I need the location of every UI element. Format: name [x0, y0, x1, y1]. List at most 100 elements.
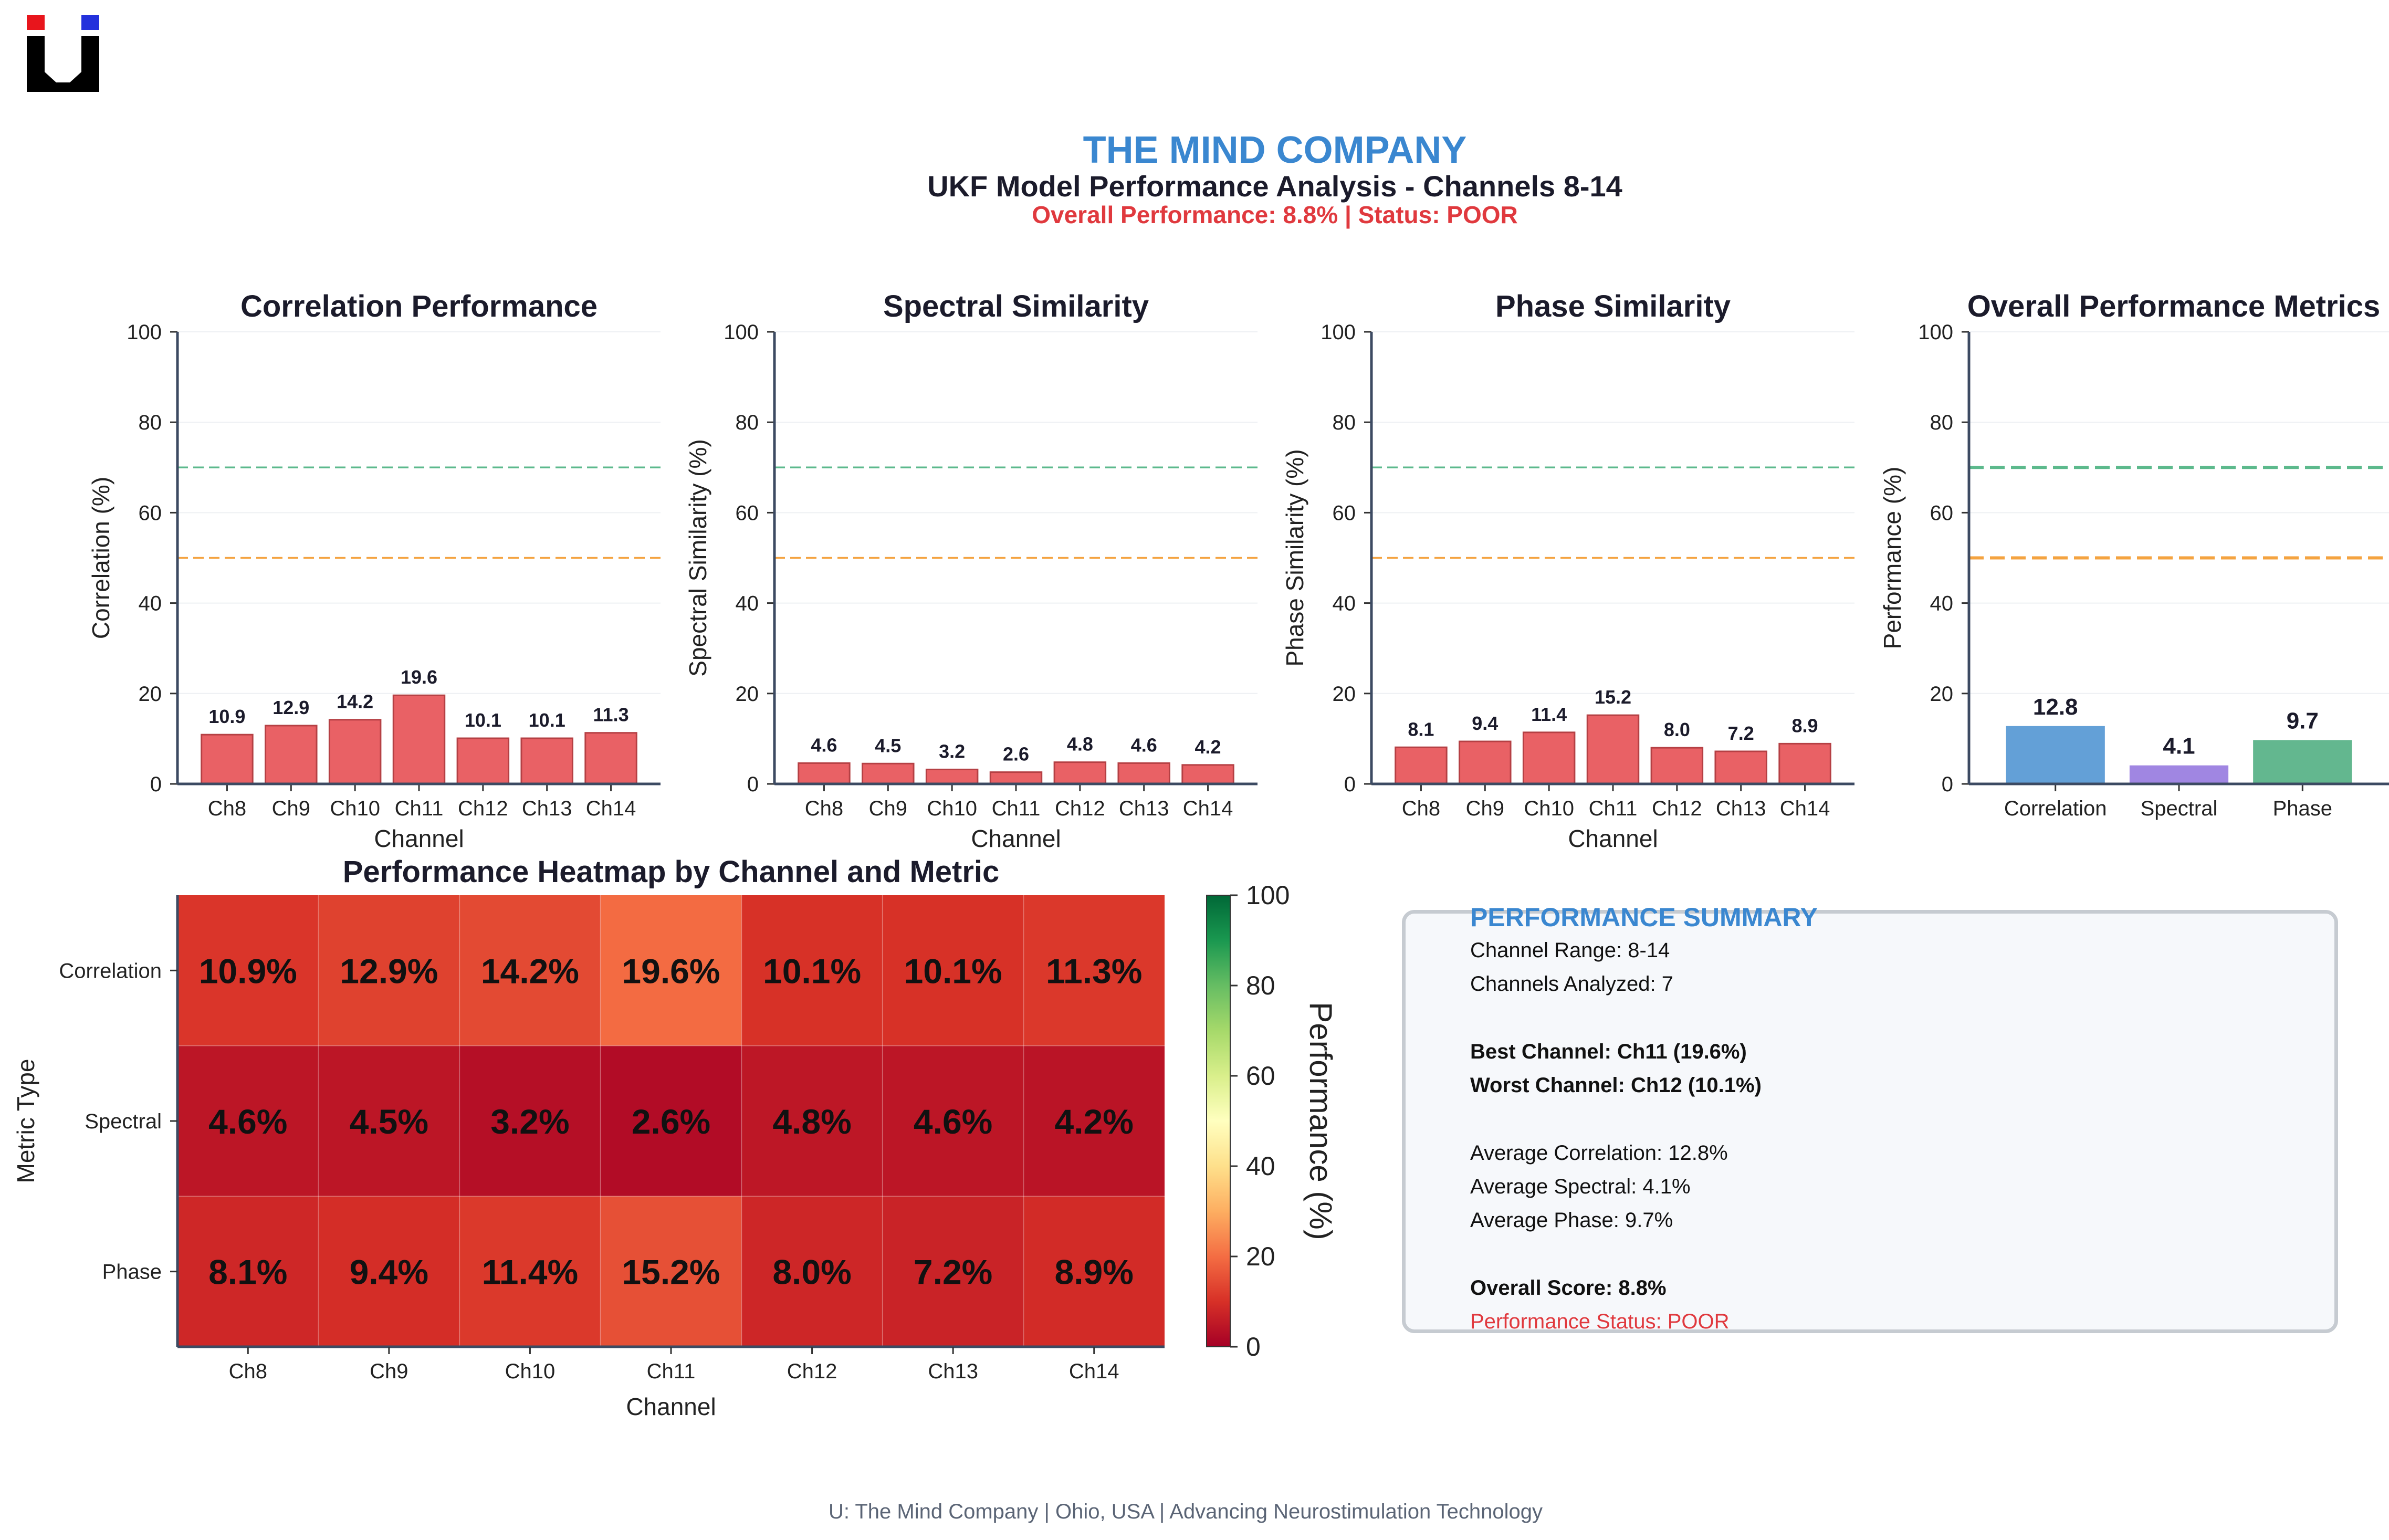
phase-x-axis-label: Channel — [1568, 825, 1658, 852]
overall-xtick-label: Phase — [2273, 797, 2332, 820]
spectral-bar-ch8 — [798, 762, 851, 785]
heatmap-cell — [1023, 1045, 1165, 1197]
overall-ytick-label: 80 — [1930, 411, 1954, 434]
heatmap-title: Performance Heatmap by Channel and Metri… — [343, 855, 1000, 889]
correlation-y-axis-label: Correlation (%) — [87, 477, 114, 639]
heatmap-cell-label: 4.5% — [350, 1102, 428, 1141]
heatmap-cell — [177, 895, 319, 1046]
heatmap-cell — [459, 1196, 601, 1347]
correlation-chart-group: 0 20 40 60 80 100 10.9 Ch8 12.9 Ch9 14.2 Ch10 19.6 Ch… — [87, 289, 661, 852]
phase-xtick-label: Ch9 — [1466, 797, 1504, 820]
spectral-y-axis-label: Spectral Similarity (%) — [684, 439, 711, 676]
spectral-bar-ch9 — [862, 762, 915, 785]
correlation-xtick-label: Ch11 — [395, 797, 444, 820]
colorbar-tick-label: 0 — [1246, 1332, 1261, 1361]
phase-value-label: 9.4 — [1472, 713, 1498, 734]
overall-ytick-label: 20 — [1930, 683, 1954, 706]
correlation-bar-ch12 — [456, 737, 510, 785]
overall-value-label: 9.7 — [2287, 708, 2319, 734]
phase-y-axis-label: Phase Similarity (%) — [1281, 449, 1308, 666]
overall-chart-group: 0 20 40 60 80 100 12.8 Correlation 4.1 Spectral 9.… — [1879, 289, 2389, 820]
spectral-ytick-label: 80 — [736, 411, 759, 434]
colorbar-tick-label: 100 — [1246, 881, 1290, 910]
overall-bar-spectral — [2129, 765, 2229, 784]
heatmap-xtick-label: Ch14 — [1069, 1360, 1119, 1383]
spectral-xtick-label: Ch10 — [927, 797, 977, 820]
heatmap-cell — [177, 1196, 319, 1347]
heatmap-cell-label: 4.2% — [1054, 1102, 1133, 1141]
heatmap-cell-label: 7.2% — [914, 1253, 992, 1292]
phase-bar-ch14 — [1778, 742, 1831, 785]
phase-ytick-label: 20 — [1333, 683, 1356, 706]
phase-bar-ch10 — [1522, 731, 1576, 785]
spectral-bar-ch14 — [1181, 764, 1234, 785]
spectral-bar-ch10 — [925, 768, 979, 785]
colorbar — [1206, 895, 1231, 1347]
colorbar-tick-label: 40 — [1246, 1151, 1275, 1181]
heatmap-cell — [600, 895, 742, 1046]
spectral-xtick-label: Ch8 — [805, 797, 843, 820]
spectral-value-label: 4.5 — [875, 735, 901, 756]
summary-avg-correlation: Average Correlation: 12.8% — [1470, 1141, 1728, 1165]
heatmap-xtick-label: Ch10 — [505, 1360, 556, 1383]
heatmap-cell — [882, 895, 1024, 1046]
heatmap-cell-label: 10.1% — [763, 951, 861, 990]
spectral-xtick-label: Ch9 — [869, 797, 907, 820]
colorbar-label: Performance (%) — [1303, 1002, 1338, 1240]
phase-value-label: 11.4 — [1531, 704, 1567, 725]
spectral-value-label: 4.6 — [1131, 734, 1157, 756]
phase-bar-ch11 — [1586, 714, 1640, 785]
heatmap-cell-label: 14.2% — [481, 951, 579, 990]
correlation-xtick-label: Ch9 — [272, 797, 310, 820]
correlation-bar-ch13 — [520, 737, 573, 785]
spectral-ytick-label: 60 — [736, 501, 759, 525]
overall-xtick-label: Spectral — [2141, 797, 2218, 820]
correlation-value-label: 11.3 — [593, 704, 629, 726]
spectral-chart-group: 0 20 40 60 80 100 4.6 Ch8 4.5 Ch9 3.2 Ch10 2.6 Ch11 4.… — [684, 289, 1258, 852]
overall-ytick-label: 40 — [1930, 592, 1954, 615]
phase-ytick-label: 60 — [1333, 501, 1356, 525]
phase-value-label: 8.9 — [1792, 715, 1818, 736]
phase-ytick-label: 0 — [1344, 773, 1356, 796]
heatmap-cell — [318, 895, 460, 1046]
phase-value-label: 7.2 — [1728, 722, 1754, 744]
phase-value-label: 8.1 — [1408, 718, 1434, 740]
overall-chart-title: Overall Performance Metrics — [1967, 289, 2381, 323]
correlation-bar-ch8 — [201, 734, 254, 785]
heatmap-xtick-label: Ch8 — [229, 1360, 267, 1383]
overall-bar-phase — [2253, 740, 2352, 784]
summary-best-channel: Best Channel: Ch11 (19.6%) — [1470, 1040, 1747, 1063]
heatmap-cell-label: 19.6% — [622, 951, 720, 990]
correlation-xtick-label: Ch13 — [522, 797, 572, 820]
company-name: THE MIND COMPANY — [1083, 131, 1467, 171]
heatmap-xtick-label: Ch11 — [647, 1360, 696, 1383]
colorbar-tick-label: 80 — [1246, 971, 1275, 1000]
correlation-bar-ch10 — [328, 719, 382, 785]
heatmap-ytick-label: Spectral — [85, 1110, 162, 1133]
heatmap-cell-label: 10.9% — [199, 951, 297, 990]
overall-value-label: 12.8 — [2033, 694, 2078, 720]
correlation-value-label: 19.6 — [401, 666, 437, 688]
heatmap-xtick-label: Ch9 — [370, 1360, 408, 1383]
heatmap-cell — [882, 1045, 1024, 1197]
company-logo — [27, 15, 99, 92]
heatmap-x-axis-label: Channel — [626, 1393, 716, 1420]
correlation-x-axis-label: Channel — [374, 825, 464, 852]
spectral-value-label: 4.6 — [811, 734, 837, 756]
overall-ytick-label: 0 — [1942, 773, 1953, 796]
heatmap-y-axis-label: Metric Type — [12, 1059, 39, 1183]
phase-value-label: 15.2 — [1595, 686, 1631, 708]
overall-y-axis-label: Performance (%) — [1879, 467, 1906, 649]
correlation-xtick-label: Ch10 — [330, 797, 380, 820]
summary-channel-range: Channel Range: 8-14 — [1470, 939, 1670, 962]
spectral-ytick-label: 40 — [736, 592, 759, 615]
heatmap-cell-label: 11.4% — [482, 1253, 579, 1292]
heatmap-cell — [318, 1196, 460, 1347]
heatmap-xtick-label: Ch13 — [928, 1360, 978, 1383]
overall-value-label: 4.1 — [2163, 734, 2195, 759]
summary-channels-analyzed: Channels Analyzed: 7 — [1470, 972, 1673, 996]
heatmap-cell — [1023, 1196, 1165, 1347]
heatmap-cell — [459, 895, 601, 1046]
correlation-value-label: 10.1 — [465, 709, 501, 731]
